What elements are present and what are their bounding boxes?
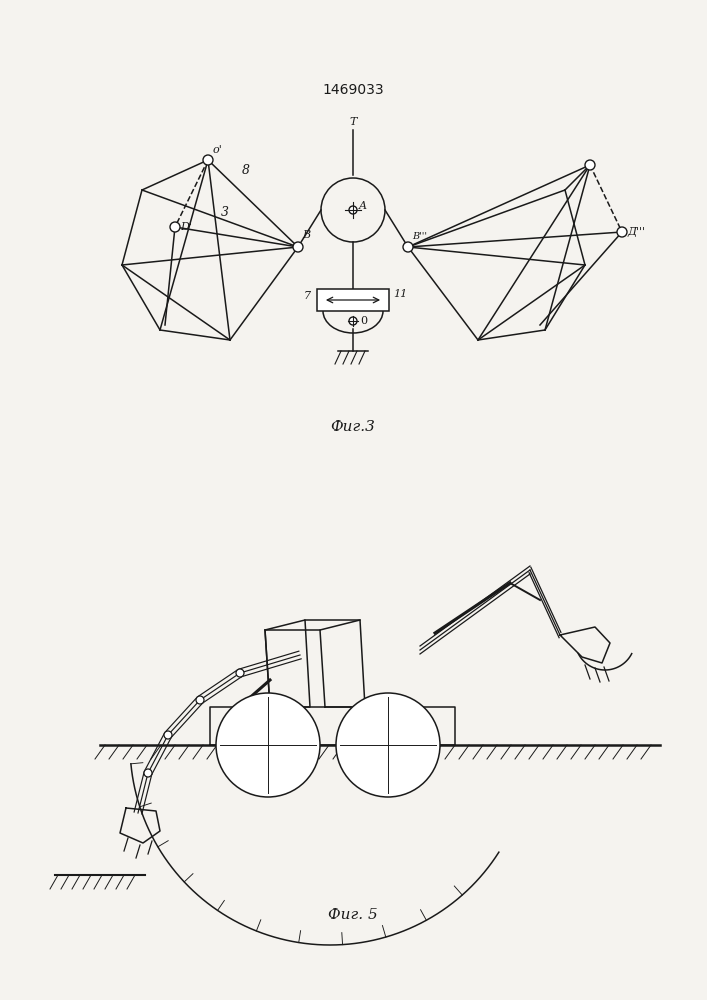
Circle shape bbox=[585, 160, 595, 170]
Text: Д''': Д''' bbox=[627, 227, 645, 237]
Circle shape bbox=[403, 242, 413, 252]
Circle shape bbox=[349, 317, 357, 325]
Circle shape bbox=[216, 693, 320, 797]
Circle shape bbox=[203, 155, 213, 165]
Circle shape bbox=[349, 206, 357, 214]
Circle shape bbox=[293, 242, 303, 252]
Circle shape bbox=[164, 731, 172, 739]
Circle shape bbox=[144, 769, 152, 777]
Text: D': D' bbox=[180, 222, 192, 232]
Text: A: A bbox=[359, 201, 367, 211]
Text: 1469033: 1469033 bbox=[322, 83, 384, 97]
Text: 8: 8 bbox=[242, 163, 250, 176]
Text: 11: 11 bbox=[393, 289, 407, 299]
Text: 3: 3 bbox=[221, 207, 229, 220]
Text: Фиг. 5: Фиг. 5 bbox=[328, 908, 378, 922]
Text: 7: 7 bbox=[304, 291, 311, 301]
Text: B: B bbox=[302, 230, 310, 240]
Circle shape bbox=[236, 669, 244, 677]
Text: o': o' bbox=[213, 145, 223, 155]
Text: T: T bbox=[349, 117, 357, 127]
Bar bbox=[317, 289, 389, 311]
Circle shape bbox=[617, 227, 627, 237]
Circle shape bbox=[170, 222, 180, 232]
Circle shape bbox=[336, 693, 440, 797]
Text: Фиг.3: Фиг.3 bbox=[331, 420, 375, 434]
Circle shape bbox=[196, 696, 204, 704]
Text: B''': B''' bbox=[412, 232, 427, 241]
Text: 0: 0 bbox=[360, 316, 367, 326]
